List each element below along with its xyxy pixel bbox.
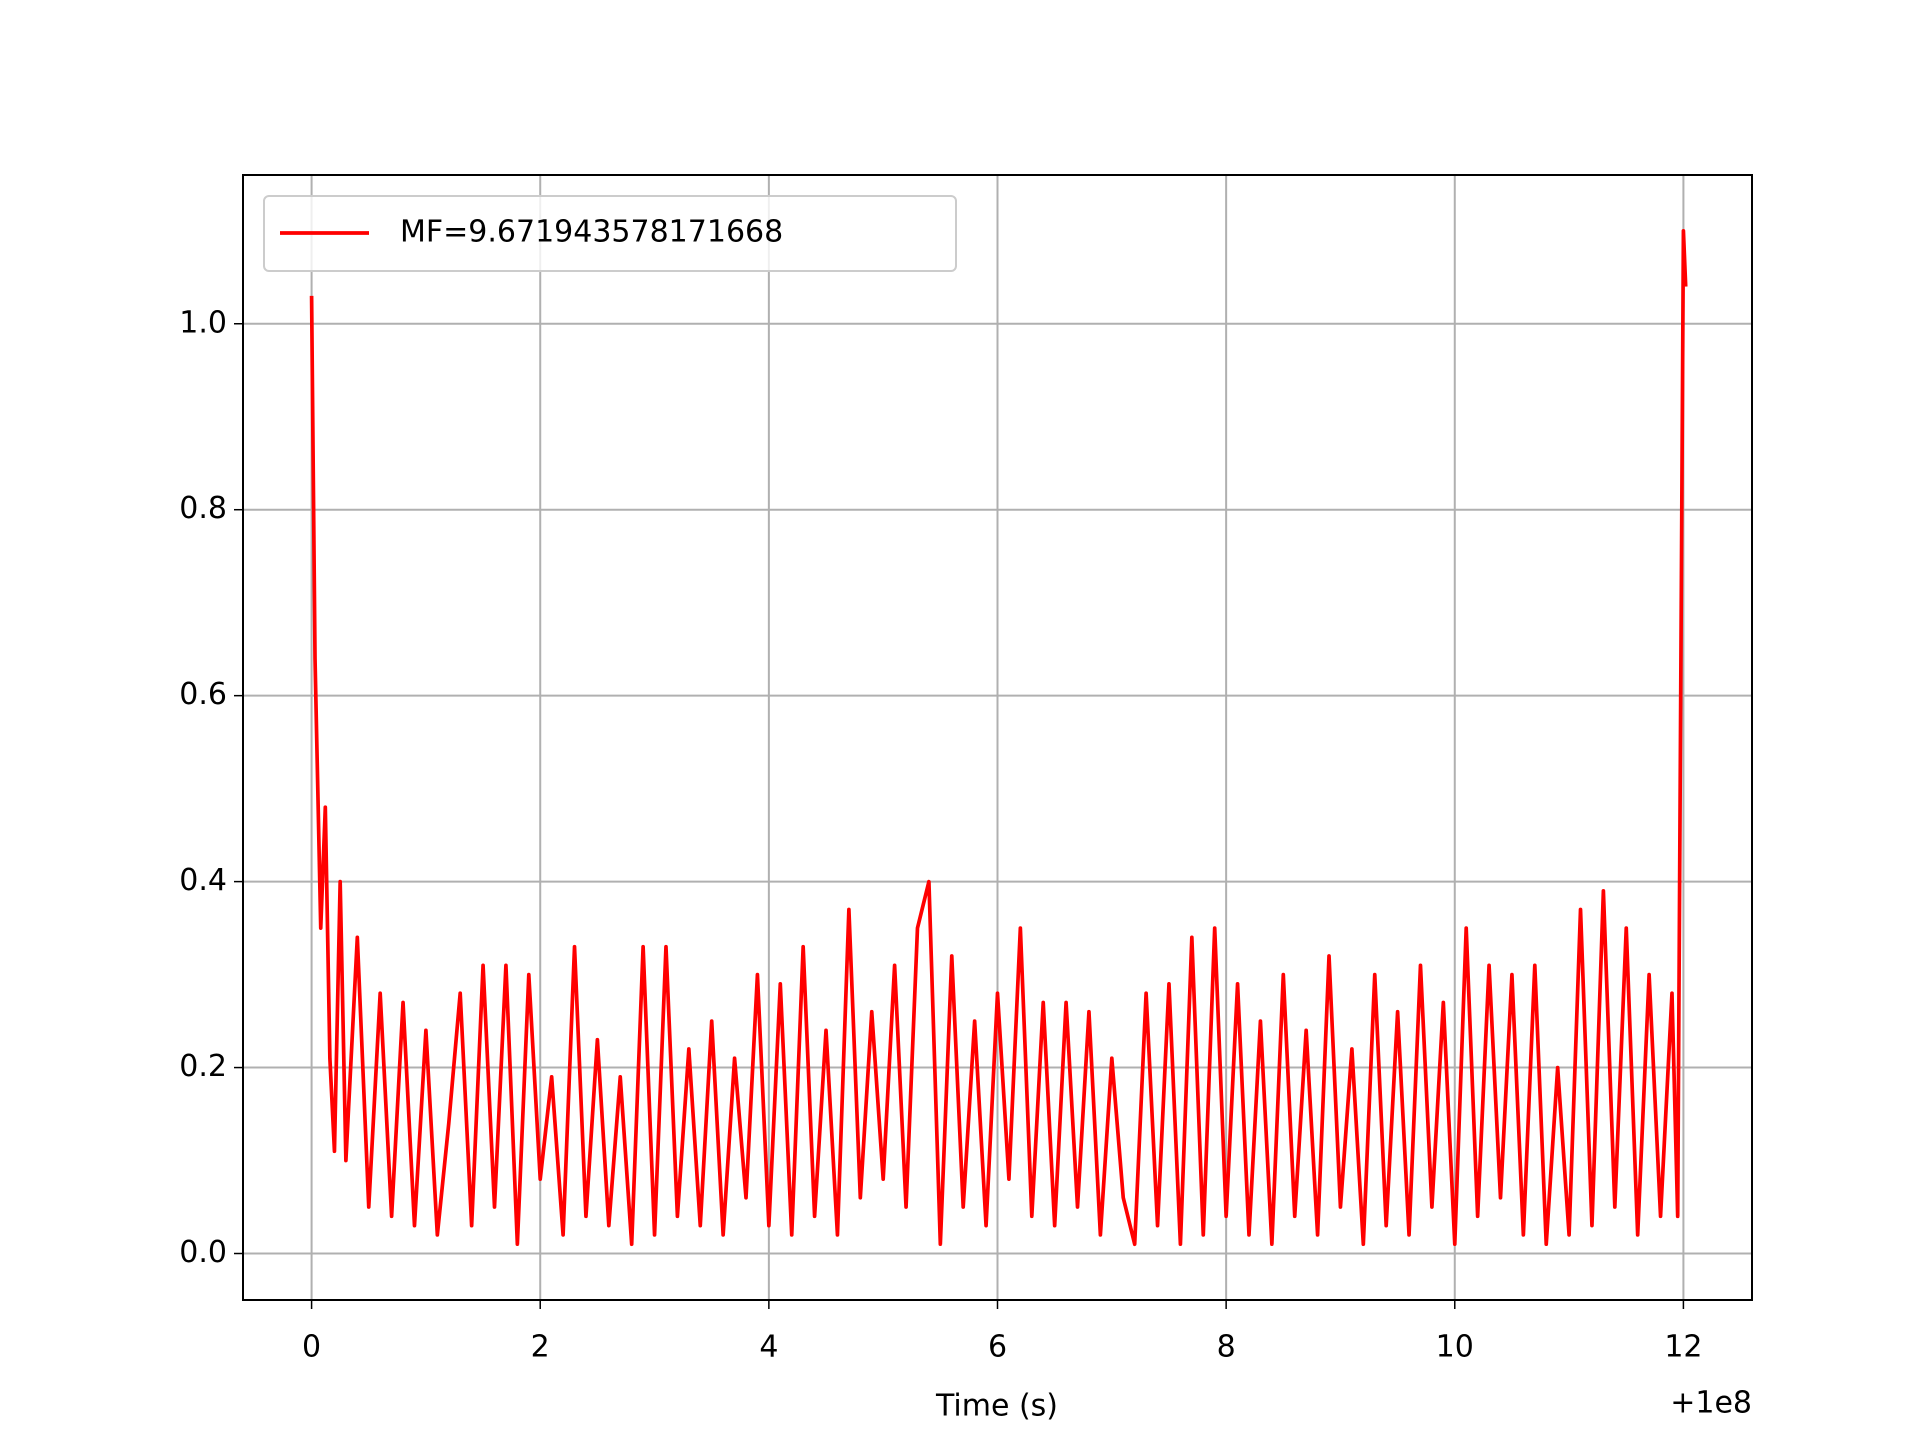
x-tick-label: 2 — [531, 1330, 550, 1365]
y-tick-label: 0.0 — [179, 1235, 227, 1270]
x-tick-label: 12 — [1664, 1330, 1702, 1365]
y-tick-label: 0.4 — [179, 863, 227, 898]
x-tick-label: 0 — [302, 1330, 321, 1365]
y-tick-label: 0.2 — [179, 1049, 227, 1084]
x-axis-label: Time (s) — [935, 1389, 1058, 1424]
y-tick-label: 0.6 — [179, 677, 227, 712]
legend-label: MF=9.671943578171668 — [400, 215, 783, 250]
data-line — [309, 228, 1688, 1247]
legend-box — [263, 195, 957, 272]
axes-frame — [242, 174, 1753, 1301]
legend: MF=9.671943578171668 — [263, 195, 957, 272]
x-offset-label: +1e8 — [1670, 1386, 1752, 1421]
x-tick-label: 10 — [1436, 1330, 1474, 1365]
x-tick-label: 8 — [1217, 1330, 1236, 1365]
y-tick-label: 0.8 — [179, 491, 227, 526]
x-tick-label: 4 — [759, 1330, 778, 1365]
x-tick-label: 6 — [988, 1330, 1007, 1365]
y-tick-label: 1.0 — [179, 305, 227, 340]
